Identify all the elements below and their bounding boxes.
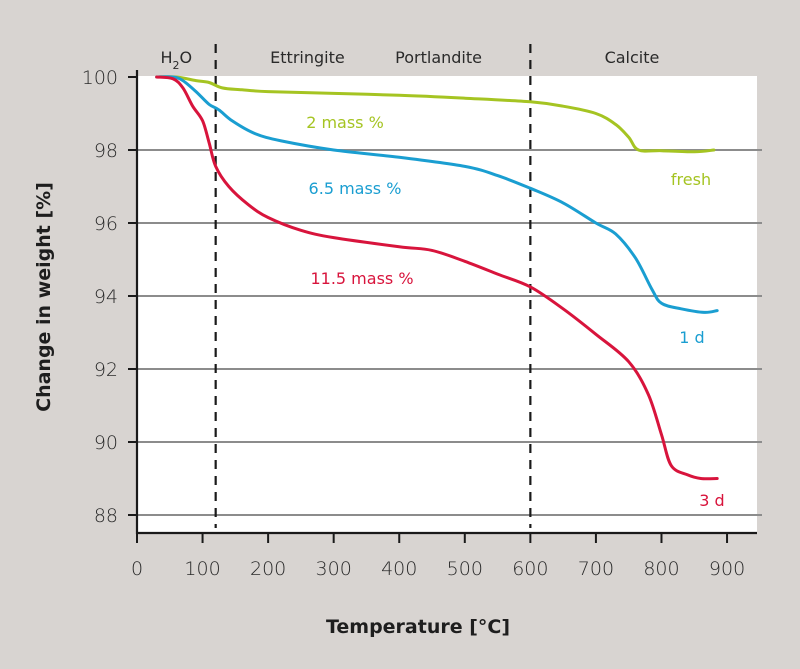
y-ticks: 88 90 92 94 96 98 100 [82, 67, 137, 527]
series-annotation: 11.5 mass % [310, 269, 413, 288]
x-axis-title: Temperature [°C] [326, 616, 510, 638]
x-tick-label: 400 [381, 558, 417, 580]
region-label: H2O [161, 48, 193, 72]
series-name-label: fresh [671, 170, 711, 189]
series-line-fresh [155, 75, 716, 154]
series-line-1-d [155, 75, 719, 314]
x-tick-label: 300 [316, 558, 352, 580]
series-name-label: 1 d [679, 328, 704, 347]
series-line-3-d [155, 75, 719, 481]
x-ticks: 0 100 200 300 400 500 600 700 800 900 [131, 533, 745, 580]
region-label: Ettringite [270, 48, 345, 67]
axes [135, 70, 757, 535]
series-annotation: 2 mass % [306, 113, 384, 132]
y-tick-label: 92 [94, 359, 118, 381]
x-tick-label: 500 [447, 558, 483, 580]
x-tick-label: 800 [643, 558, 679, 580]
x-tick-label: 0 [131, 558, 143, 580]
y-tick-label: 94 [94, 286, 118, 308]
x-tick-label: 600 [512, 558, 548, 580]
x-tick-label: 100 [184, 558, 220, 580]
x-tick-label: 700 [578, 558, 614, 580]
y-tick-label: 90 [94, 432, 118, 454]
series-name-label: 3 d [699, 491, 724, 510]
region-labels: H2O Ettringite Portlandite Calcite [161, 48, 660, 72]
series-lines [155, 75, 719, 481]
region-label: Calcite [605, 48, 660, 67]
y-tick-label: 98 [94, 140, 118, 162]
region-label: Portlandite [395, 48, 482, 67]
y-tick-label: 100 [82, 67, 118, 89]
series-labels: 2 mass % fresh 6.5 mass % 1 d 11.5 mass % 3 d [306, 113, 725, 510]
y-tick-label: 88 [94, 505, 118, 527]
x-tick-label: 900 [709, 558, 745, 580]
y-tick-label: 96 [94, 213, 118, 235]
y-axis-title: Change in weight [%] [33, 182, 55, 412]
x-tick-label: 200 [250, 558, 286, 580]
series-annotation: 6.5 mass % [309, 179, 402, 198]
